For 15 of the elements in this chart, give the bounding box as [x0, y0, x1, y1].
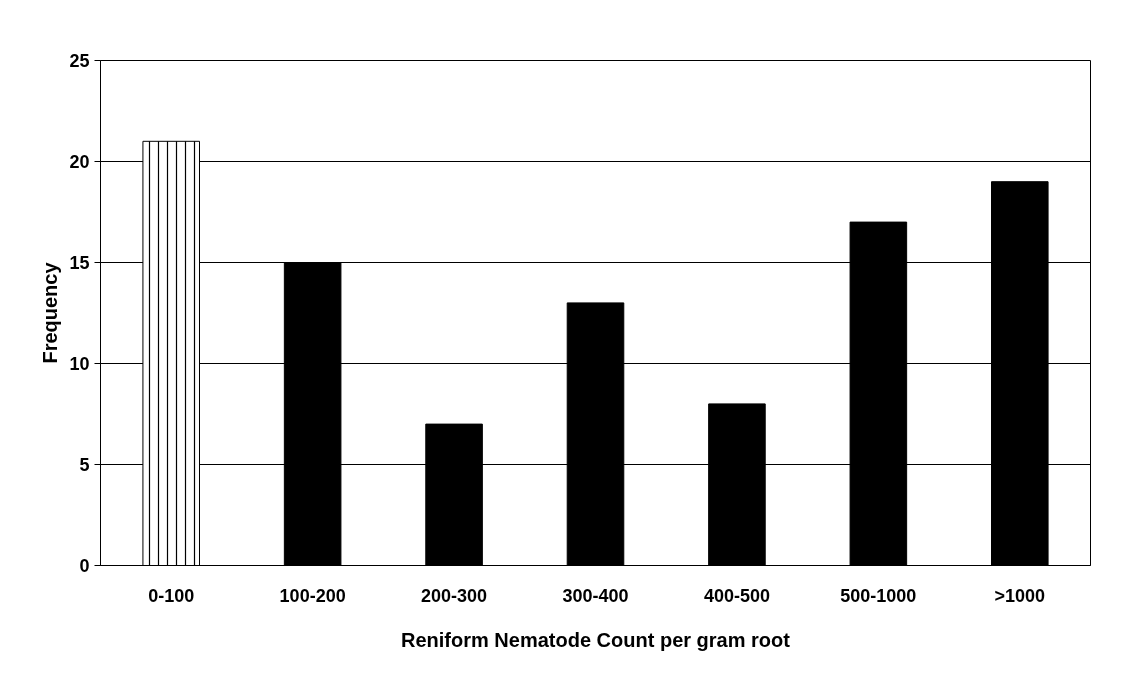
x-tick-label: 400-500 — [703, 585, 770, 606]
y-axis-title: Frequency — [39, 261, 62, 364]
y-tick-label: 10 — [69, 354, 90, 374]
y-tick-label: 20 — [69, 152, 90, 172]
x-tick-label: >1000 — [994, 585, 1046, 606]
y-tick-label: 0 — [79, 556, 90, 576]
y-tick-label: 5 — [79, 455, 90, 475]
y-tick-label: 25 — [69, 51, 90, 71]
x-tick-label: 100-200 — [279, 585, 346, 606]
y-tick-label: 15 — [69, 253, 90, 273]
x-tick-label: 500-1000 — [840, 585, 917, 606]
x-tick-label: 200-300 — [421, 585, 488, 606]
x-axis-title: Reniform Nematode Count per gram root — [401, 628, 791, 651]
x-tick-label: 0-100 — [148, 585, 195, 606]
x-tick-label: 300-400 — [562, 585, 629, 606]
